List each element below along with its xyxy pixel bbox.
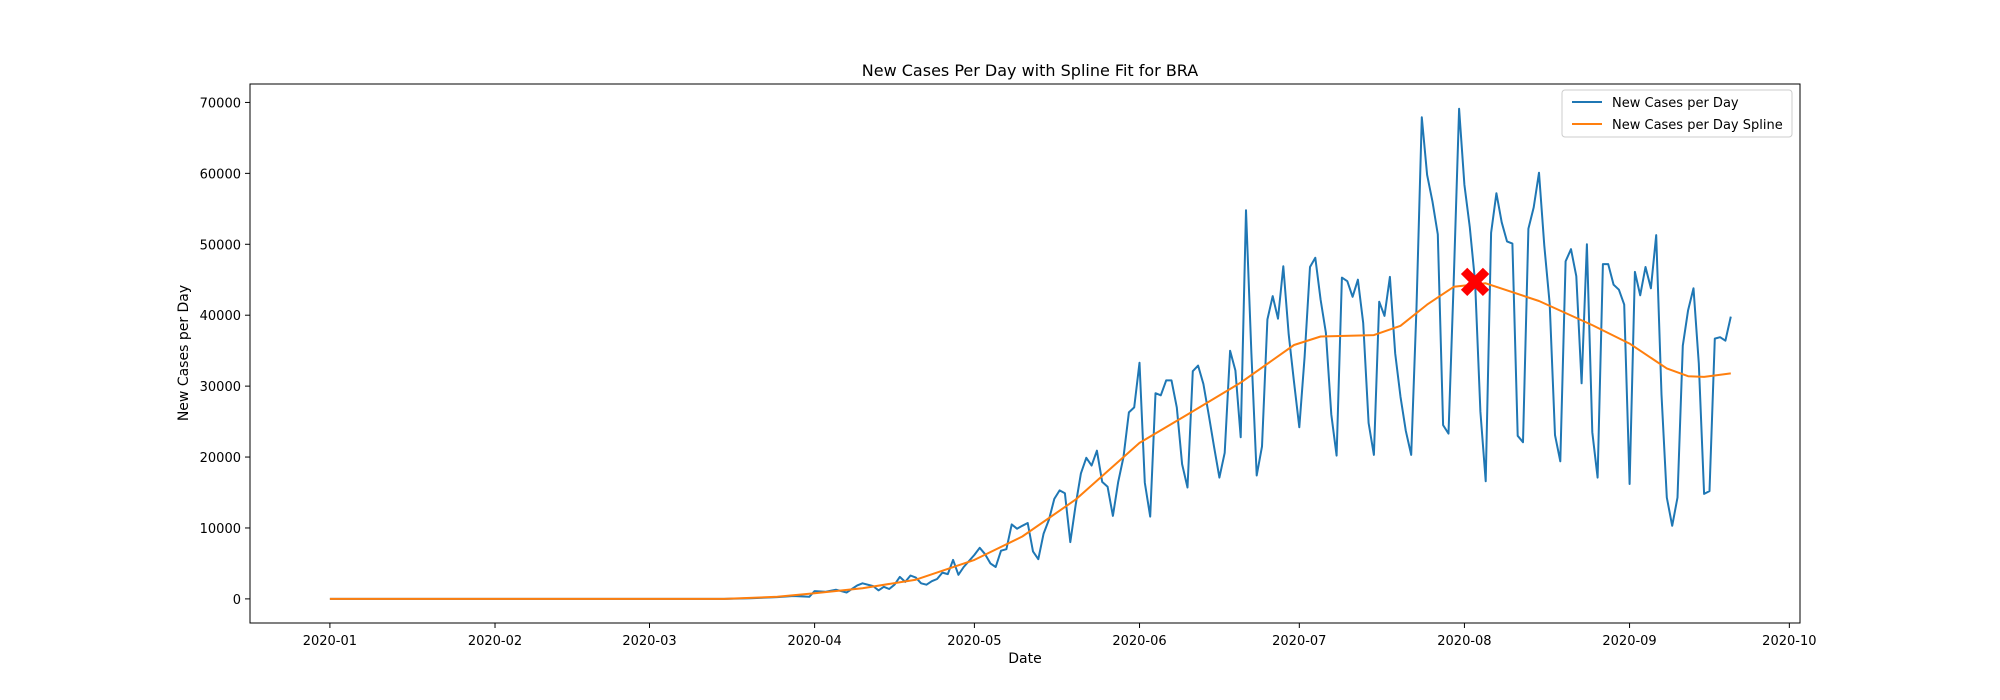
x-tick-label: 2020-01 <box>303 634 357 649</box>
legend-box <box>1561 89 1793 138</box>
legend-label-new-cases: New Cases per Day <box>1612 96 1739 111</box>
plot-frame <box>249 83 1801 624</box>
x-tick-label: 2020-04 <box>787 634 841 649</box>
x-tick-label: 2020-07 <box>1272 634 1326 649</box>
peak-marker-stroke-b <box>1460 267 1490 297</box>
y-tick-label: 20000 <box>200 451 241 466</box>
series-line-1 <box>329 282 1731 600</box>
y-tick-label: 30000 <box>200 380 241 395</box>
plot-area <box>250 84 1800 623</box>
y-tick-label: 40000 <box>200 309 241 324</box>
legend-label-spline: New Cases per Day Spline <box>1612 118 1783 133</box>
y-tick-label: 50000 <box>200 238 241 253</box>
y-tick-label: 10000 <box>200 522 241 537</box>
y-tick-label: 0 <box>233 593 241 608</box>
x-axis-label: Date <box>1008 651 1041 667</box>
x-tick-label: 2020-03 <box>622 634 676 649</box>
marker-layer <box>1460 267 1490 297</box>
x-tick-label: 2020-02 <box>468 634 522 649</box>
y-tick-label: 60000 <box>200 167 241 182</box>
x-tick-label: 2020-06 <box>1112 634 1166 649</box>
series-layer <box>329 107 1732 600</box>
series-line-0 <box>329 107 1732 600</box>
x-axis: 2020-01 2020-02 2020-03 2020-04 2020-05 2020-… <box>303 623 1817 649</box>
x-tick-label: 2020-10 <box>1762 634 1816 649</box>
x-tick-label: 2020-08 <box>1437 634 1491 649</box>
y-axis-label: New Cases per Day <box>176 285 192 421</box>
legend: New Cases per Day New Cases per Day Spli… <box>1561 89 1793 138</box>
peak-marker <box>1460 267 1490 297</box>
y-axis: 0 10000 20000 30000 40000 50000 60000 70000 <box>200 96 250 608</box>
y-tick-label: 70000 <box>200 96 241 111</box>
x-tick-label: 2020-05 <box>947 634 1001 649</box>
chart-title: New Cases Per Day with Spline Fit for BR… <box>862 61 1199 80</box>
x-tick-label: 2020-09 <box>1602 634 1656 649</box>
